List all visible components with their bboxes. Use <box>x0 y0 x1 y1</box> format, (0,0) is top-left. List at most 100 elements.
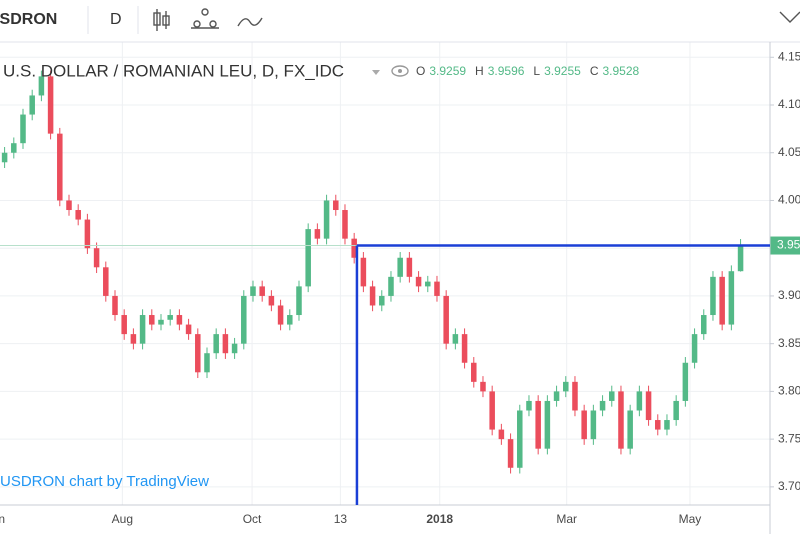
y-tick-label: 4.15 <box>778 49 800 63</box>
candle-body <box>75 210 81 220</box>
candle-body <box>250 286 256 296</box>
candle-body <box>176 315 183 325</box>
candle-body <box>691 334 698 363</box>
candle-body <box>682 362 689 401</box>
candle-body <box>379 295 385 306</box>
candle-body <box>342 210 348 239</box>
candle-body <box>618 391 624 449</box>
candle-body <box>553 391 560 401</box>
candle-body <box>268 295 275 306</box>
candle-body <box>222 334 229 354</box>
candle-body <box>277 305 284 325</box>
candle-body <box>535 400 541 449</box>
candle-body <box>636 391 643 411</box>
x-tick-label: 13 <box>334 512 348 526</box>
ohlc-value: 3.9596 <box>488 64 525 78</box>
expand-icon[interactable] <box>779 11 800 23</box>
candle-icon[interactable] <box>153 9 170 31</box>
y-tick-label: 4.00 <box>778 193 800 207</box>
ohlc-key: H <box>475 64 484 78</box>
candle-body <box>149 315 155 325</box>
interval[interactable]: D <box>110 11 122 28</box>
y-tick-label: 3.90 <box>778 288 800 302</box>
candle-body <box>84 219 91 249</box>
candle-body <box>167 315 173 320</box>
eye-icon[interactable] <box>391 65 409 77</box>
candle-body <box>241 295 247 344</box>
candle-body <box>305 229 311 287</box>
y-tick-label: 4.10 <box>778 97 800 111</box>
candle-body <box>673 400 679 421</box>
y-tick-label: 4.05 <box>778 145 800 159</box>
candle-body <box>728 271 735 325</box>
candle-body <box>443 295 449 344</box>
candle-body <box>719 276 725 325</box>
candle-body <box>360 257 367 287</box>
candle-body <box>93 248 100 268</box>
candle-body <box>489 391 495 430</box>
candles <box>0 70 770 474</box>
y-tick-label: 3.80 <box>778 384 800 398</box>
candle-body <box>139 315 146 344</box>
candle-body <box>204 353 210 373</box>
candle-body <box>609 391 615 401</box>
y-axis: 3.703.753.803.853.903.954.004.054.104.15… <box>770 49 800 493</box>
candle-body <box>710 276 716 316</box>
candle-body <box>507 439 514 468</box>
grid <box>0 42 770 505</box>
candle-body <box>581 410 587 440</box>
candle-body <box>351 238 357 258</box>
candle-body <box>20 114 26 144</box>
symbol[interactable]: USDRON <box>0 11 57 28</box>
x-tick-label: 2018 <box>426 512 453 526</box>
ohlc-key: L <box>533 64 540 78</box>
ohlc-legend: O 3.9259 H 3.9596 L 3.9255 C 3.9528 <box>416 64 640 78</box>
candle-body <box>296 286 302 316</box>
dropdown-icon[interactable] <box>372 70 380 75</box>
candle-body <box>103 267 109 296</box>
compare-icon[interactable] <box>191 8 219 29</box>
x-tick-label: Aug <box>112 512 133 526</box>
x-tick-label: Jun <box>0 512 5 526</box>
candle-body <box>259 286 265 296</box>
y-tick-label: 3.75 <box>778 431 800 445</box>
candle-body <box>572 381 578 411</box>
ohlc-key: C <box>590 64 599 78</box>
candle-body <box>11 143 17 153</box>
x-axis: Jun Aug Oct 13 2018 Mar May <box>0 512 701 526</box>
candle-body <box>38 76 45 96</box>
candle-body <box>158 319 164 325</box>
x-tick-label: May <box>679 512 702 526</box>
candle-body <box>333 200 339 211</box>
chart-title: U.S. DOLLAR / ROMANIAN LEU, D, FX_IDC <box>3 61 344 80</box>
toolbar <box>0 0 800 42</box>
candle-body <box>563 381 569 392</box>
candle-body <box>287 315 293 325</box>
ohlc-value: 3.9528 <box>602 64 639 78</box>
candle-body <box>57 133 63 201</box>
candle-body <box>231 343 238 354</box>
candle-body <box>544 400 551 449</box>
candle-body <box>526 400 532 411</box>
indicator-icon[interactable] <box>237 17 263 27</box>
candle-body <box>701 315 707 335</box>
ohlc-value: 3.9259 <box>429 64 466 78</box>
y-tick-label: 3.70 <box>778 479 800 493</box>
candle-body <box>388 276 394 296</box>
x-tick-label: Oct <box>243 512 262 526</box>
candle-body <box>130 334 137 344</box>
candle-body <box>415 276 422 287</box>
candle-body <box>195 334 201 373</box>
candle-body <box>66 200 72 211</box>
candle-body <box>480 381 486 392</box>
candle-body <box>498 429 505 440</box>
candle-body <box>1 152 8 163</box>
candle-body <box>452 334 459 344</box>
candle-body <box>369 286 376 306</box>
candle-body <box>664 420 670 430</box>
candle-body <box>47 76 54 134</box>
ohlc-value: 3.9255 <box>544 64 581 78</box>
candle-body <box>645 391 652 421</box>
candle-body <box>112 295 118 316</box>
